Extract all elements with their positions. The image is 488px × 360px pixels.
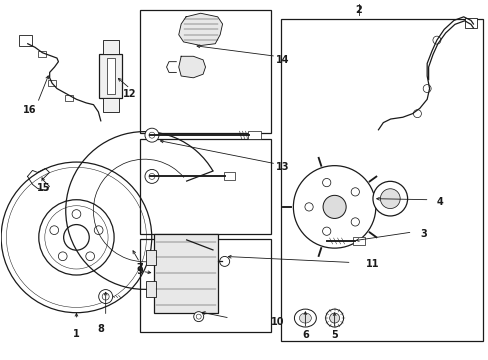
Circle shape <box>412 110 421 118</box>
Circle shape <box>350 188 359 196</box>
Circle shape <box>305 203 312 211</box>
Bar <box>102 98 118 112</box>
Bar <box>146 249 156 265</box>
Polygon shape <box>179 13 222 45</box>
Bar <box>224 172 234 180</box>
Text: 11: 11 <box>366 259 379 269</box>
Bar <box>154 234 217 313</box>
Circle shape <box>372 181 407 216</box>
Text: 13: 13 <box>276 162 289 172</box>
Bar <box>65 95 73 100</box>
Text: 1: 1 <box>73 329 80 339</box>
Bar <box>464 18 476 28</box>
Circle shape <box>99 289 112 303</box>
Text: 15: 15 <box>37 183 50 193</box>
Text: 12: 12 <box>123 89 137 99</box>
Bar <box>140 139 271 234</box>
Circle shape <box>422 85 430 93</box>
Text: 14: 14 <box>276 55 289 65</box>
Circle shape <box>329 313 339 323</box>
Circle shape <box>144 128 159 142</box>
Ellipse shape <box>299 313 311 323</box>
Bar <box>140 10 271 134</box>
Circle shape <box>144 170 159 183</box>
Text: 6: 6 <box>302 330 308 340</box>
Bar <box>20 36 32 45</box>
Circle shape <box>322 179 330 187</box>
Circle shape <box>155 287 163 295</box>
Bar <box>102 40 118 54</box>
Text: 4: 4 <box>436 197 443 207</box>
Text: 10: 10 <box>271 317 284 327</box>
Circle shape <box>293 166 375 248</box>
Circle shape <box>380 189 399 208</box>
Bar <box>248 131 260 139</box>
Circle shape <box>181 278 189 285</box>
Bar <box>38 51 46 58</box>
Circle shape <box>325 309 343 327</box>
Bar <box>281 19 482 341</box>
Circle shape <box>322 227 330 235</box>
Bar <box>106 58 114 94</box>
Bar <box>140 239 271 332</box>
Polygon shape <box>179 56 205 78</box>
Circle shape <box>193 312 203 321</box>
Text: 5: 5 <box>330 330 337 340</box>
Circle shape <box>323 195 346 219</box>
Text: 8: 8 <box>97 324 104 334</box>
Bar <box>48 80 56 86</box>
Circle shape <box>432 36 440 44</box>
Circle shape <box>350 218 359 226</box>
Text: 9: 9 <box>136 266 143 276</box>
Text: 3: 3 <box>420 229 427 239</box>
Circle shape <box>203 259 211 267</box>
Bar <box>146 281 156 297</box>
Bar <box>99 54 122 98</box>
Ellipse shape <box>294 309 316 327</box>
Bar <box>352 237 364 245</box>
Text: 7: 7 <box>136 263 143 273</box>
Text: 2: 2 <box>355 5 362 15</box>
Text: 16: 16 <box>22 105 36 115</box>
Circle shape <box>219 256 229 266</box>
